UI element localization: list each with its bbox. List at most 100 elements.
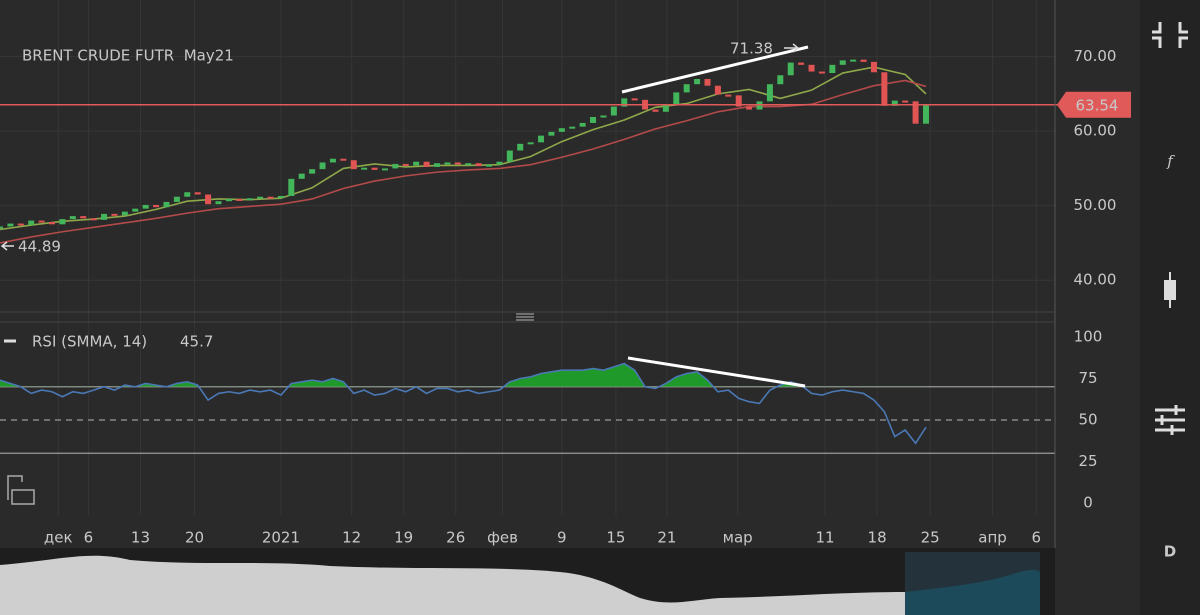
candle: [236, 198, 243, 201]
x-tick-label: 18: [868, 529, 887, 547]
candle: [121, 211, 128, 216]
candle: [590, 116, 597, 123]
candle: [329, 158, 336, 163]
candle: [173, 196, 180, 202]
candle: [621, 98, 628, 107]
low-annotation: 44.89: [18, 238, 61, 256]
rsi-pane: дек 6 13 20 2021 12 19 26 фев 9 15 21 мар 11 18 25 апр 6 1…: [0, 0, 1102, 547]
candle: [90, 218, 97, 221]
indicator-name[interactable]: RSI (SMMA, 14): [32, 333, 147, 351]
candle: [433, 163, 440, 167]
candle: [579, 122, 586, 127]
candle: [7, 223, 14, 227]
candle: [662, 105, 669, 112]
candle: [402, 163, 409, 166]
candle: [610, 106, 617, 116]
y-tick-label: 40.00: [1074, 271, 1117, 289]
candle: [340, 158, 347, 161]
candle: [870, 61, 877, 73]
trend-line[interactable]: [627, 356, 806, 388]
candle: [423, 161, 430, 167]
candle: [0, 226, 3, 229]
candle: [225, 198, 232, 202]
candle: [496, 161, 503, 165]
candle: [246, 198, 253, 201]
candle: [163, 201, 170, 208]
candle: [309, 169, 316, 174]
price-pane: 70.00 60.00 50.00 40.00 63.54: [0, 47, 1131, 289]
candle: [818, 71, 825, 74]
high-annotation: 71.38: [730, 40, 773, 58]
settings-button[interactable]: [1155, 405, 1185, 435]
x-tick-label: 13: [131, 529, 150, 547]
candle: [652, 109, 659, 112]
x-tick-label: фев: [487, 529, 518, 547]
price-tag-label: 63.54: [1076, 96, 1119, 114]
navigator-area: [0, 555, 905, 615]
candle: [194, 192, 201, 195]
x-tick-label: 12: [342, 529, 361, 547]
candle: [475, 163, 482, 167]
candle: [111, 213, 118, 216]
candle: [725, 94, 732, 97]
candle: [17, 223, 24, 226]
candle: [777, 75, 784, 85]
candle: [392, 163, 399, 169]
candle: [517, 143, 524, 151]
candle: [205, 194, 212, 205]
candle: [142, 204, 149, 209]
candle: [569, 126, 576, 129]
x-tick-label: 11: [816, 529, 835, 547]
candle: [80, 216, 87, 219]
x-tick-label: 21: [657, 529, 676, 547]
candle: [694, 78, 701, 85]
candle: [215, 201, 222, 205]
candle: [798, 62, 805, 65]
candle: [881, 72, 888, 106]
y-tick-label: 0: [1083, 494, 1093, 512]
function-button[interactable]: f: [1166, 152, 1175, 170]
price-tag: [1057, 91, 1131, 118]
collapse-button[interactable]: [1152, 22, 1188, 48]
candle: [766, 84, 773, 102]
candle: [683, 84, 690, 93]
x-tick-label: 19: [394, 529, 413, 547]
indicator-value: 45.7: [180, 333, 213, 351]
candle: [49, 222, 56, 225]
candle: [184, 192, 191, 197]
candle: [704, 78, 711, 86]
candle: [132, 208, 139, 212]
candle: [839, 60, 846, 65]
candle: [850, 59, 857, 62]
resize-handle[interactable]: [516, 313, 534, 321]
chart-title: BRENT CRUDE FUTR May21: [22, 47, 234, 65]
candle: [829, 64, 836, 74]
candle: [538, 135, 545, 143]
y-tick-label: 50: [1078, 410, 1097, 428]
candle: [69, 216, 76, 220]
candle: [902, 100, 909, 103]
candle: [486, 164, 493, 167]
y-tick-label: 70.00: [1074, 47, 1117, 65]
x-tick-label: апр: [978, 529, 1007, 547]
candle: [860, 59, 867, 62]
copy-icon[interactable]: [7, 475, 35, 505]
candle: [922, 104, 929, 124]
candle: [38, 220, 45, 223]
moving-average: [0, 79, 927, 244]
candle: [787, 62, 794, 76]
mode-button[interactable]: D: [1164, 543, 1176, 561]
candle-type-button[interactable]: [1164, 272, 1176, 308]
x-tick-label: 6: [84, 529, 94, 547]
candle: [631, 98, 638, 101]
candle: [101, 213, 108, 220]
x-tick-label: 9: [557, 529, 567, 547]
candle: [28, 220, 35, 226]
candle: [673, 92, 680, 106]
x-tick-label: 25: [921, 529, 940, 547]
candle: [257, 196, 264, 199]
candle: [413, 161, 420, 166]
trend-line[interactable]: [621, 45, 809, 94]
